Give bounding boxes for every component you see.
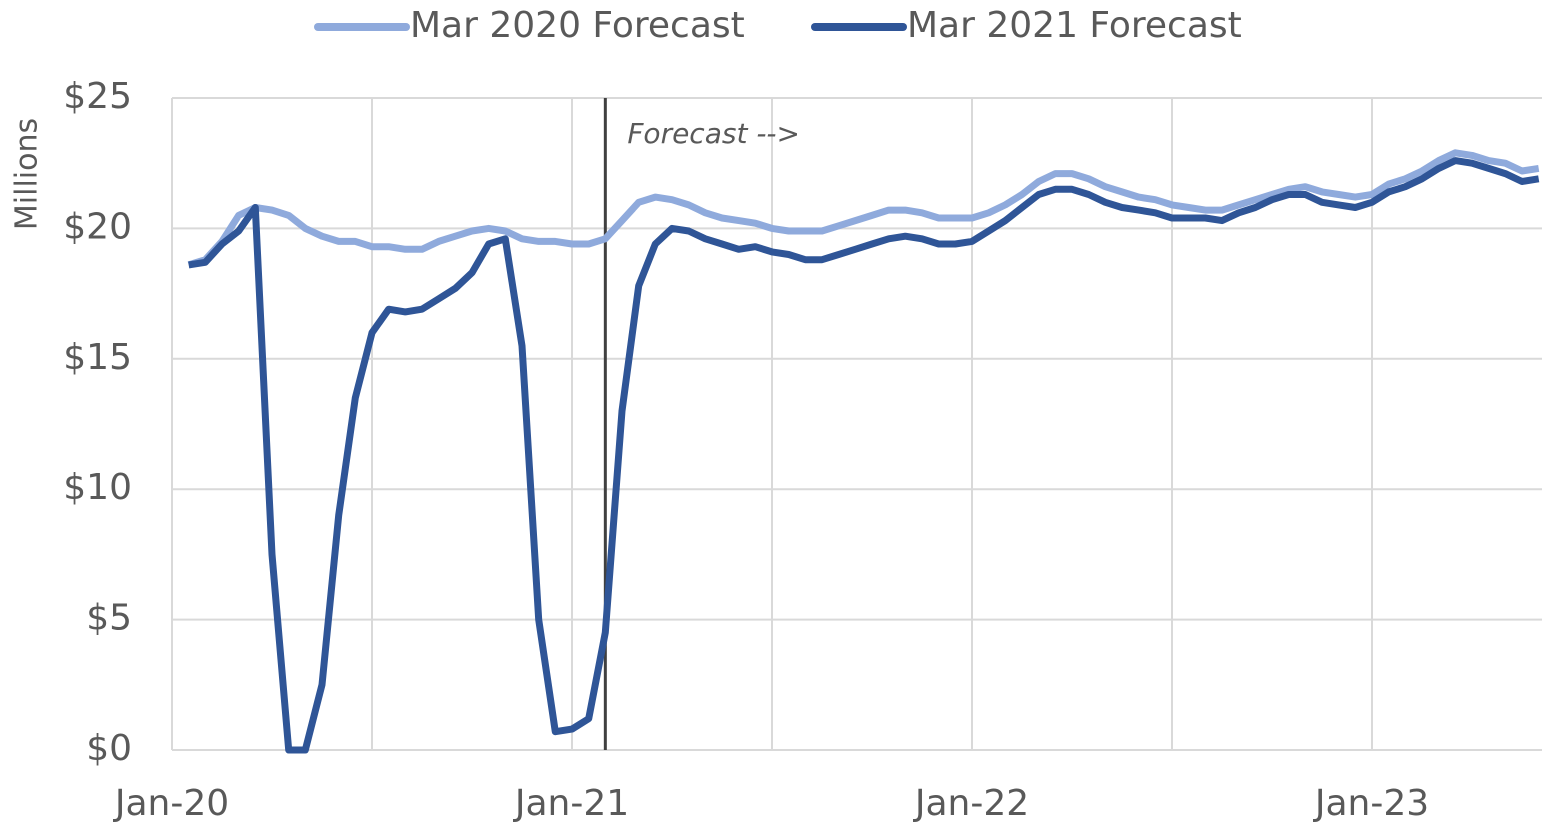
y-tick-label: $25 bbox=[63, 76, 132, 117]
series-line bbox=[188, 157, 1540, 754]
y-tick-label: $5 bbox=[86, 598, 132, 639]
series-line bbox=[187, 149, 1540, 269]
x-tick-label: Jan-20 bbox=[113, 783, 229, 824]
y-tick-label: $10 bbox=[63, 467, 132, 508]
x-tick-label: Jan-21 bbox=[513, 783, 629, 824]
x-tick-label: Jan-23 bbox=[1313, 783, 1429, 824]
legend-label: Mar 2021 Forecast bbox=[907, 5, 1242, 46]
annotation: Forecast --> bbox=[627, 117, 800, 150]
y-tick-label: $20 bbox=[63, 206, 132, 247]
y-axis-label: Millions bbox=[10, 118, 45, 230]
x-tick-label: Jan-22 bbox=[913, 783, 1029, 824]
y-tick-label: $15 bbox=[63, 337, 132, 378]
y-tick-label: $0 bbox=[86, 728, 132, 769]
legend-label: Mar 2020 Forecast bbox=[410, 5, 745, 46]
